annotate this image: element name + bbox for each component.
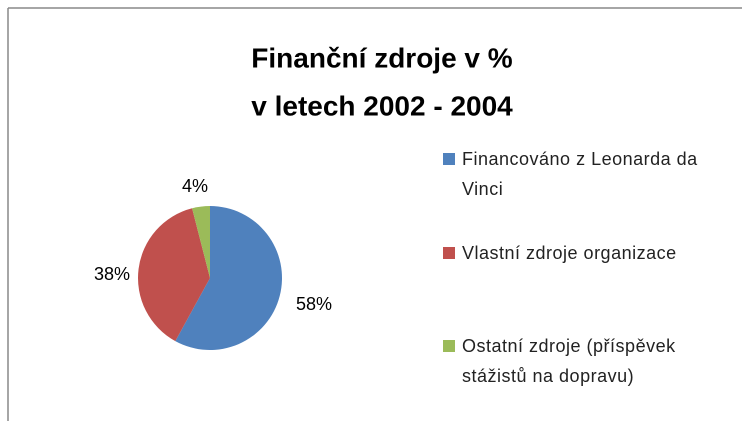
legend-swatch xyxy=(443,340,455,352)
legend-swatch xyxy=(443,153,455,165)
pie-slice xyxy=(138,208,210,342)
chart-title: Finanční zdroje v % xyxy=(251,42,512,73)
data-label: 38% xyxy=(94,264,130,284)
legend-label: Financováno z Leonarda da Vinci xyxy=(462,149,698,199)
legend-label: Ostatní zdroje (příspěvek stážistů na do… xyxy=(462,336,676,386)
pie-slice xyxy=(192,206,210,278)
pie-slice xyxy=(175,206,282,351)
data-label: 58% xyxy=(296,294,332,314)
legend-label: Vlastní zdroje organizace xyxy=(462,243,677,263)
data-label: 4% xyxy=(182,176,208,196)
legend-swatch xyxy=(443,247,455,259)
chart-title: v letech 2002 - 2004 xyxy=(251,90,513,121)
